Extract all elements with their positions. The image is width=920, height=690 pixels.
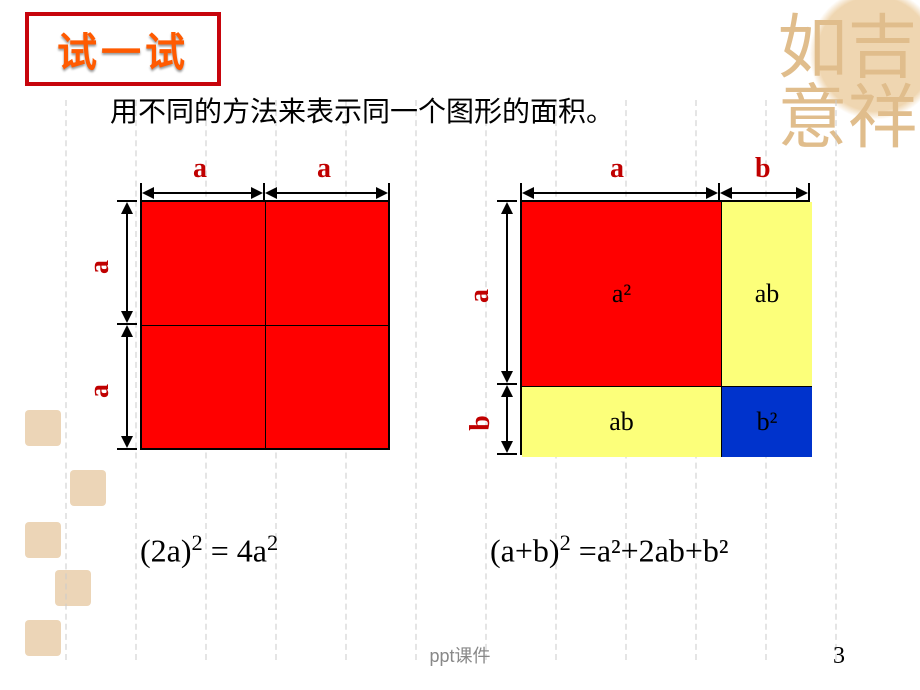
title-box: 试一试: [25, 12, 221, 86]
page-number: 3: [833, 643, 845, 670]
equation-2: (a+b)2 =a²+2ab+b²: [490, 530, 729, 570]
cell-a-squared: a²: [522, 202, 722, 387]
square-aplusb: a² ab ab b²: [520, 200, 810, 455]
dim2-label-a-left: a: [464, 289, 496, 303]
footer-label: ppt课件: [429, 642, 490, 668]
decoration-top-right: 吉祥如意: [770, 0, 920, 180]
dim-label-a1: a: [193, 153, 207, 185]
instruction-text: 用不同的方法来表示同一个图形的面积。: [110, 90, 614, 130]
eq2-lhs-sup: 2: [560, 530, 571, 555]
red-square-2a: [140, 200, 390, 450]
eq1-rhs: 4a: [237, 533, 267, 569]
dim-left-top: [117, 200, 137, 325]
dim-label-a4: a: [84, 384, 116, 398]
eq1-eq: =: [203, 533, 237, 569]
dim2-label-b-top: b: [755, 153, 771, 185]
divider-horizontal: [142, 325, 388, 326]
diagrams-area: a a a a a b a b: [105, 165, 855, 485]
eq1-rhs-sup: 2: [267, 530, 278, 555]
decoration-seal-5: [25, 620, 61, 656]
eq2-eq: =: [571, 533, 597, 569]
eq1-lhs: (2a): [140, 533, 192, 569]
diagram-2a-squared: a a a a: [105, 165, 395, 470]
cell-ab-right: ab: [722, 202, 812, 387]
dim2-label-a-top: a: [610, 153, 624, 185]
dim-left-bottom: [117, 325, 137, 450]
diagram-aplusb-squared: a b a b a² ab ab b²: [485, 165, 820, 470]
eq2-lhs: (a+b): [490, 533, 560, 569]
dim2-left-a: [497, 200, 517, 385]
dim2-label-b-left: b: [465, 415, 497, 431]
decoration-seal-3: [25, 522, 61, 558]
decoration-seal-2: [70, 470, 106, 506]
cell-b-squared: b²: [722, 387, 812, 457]
dim-label-a2: a: [317, 153, 331, 185]
cell-ab-bottom: ab: [522, 387, 722, 457]
dim-label-a3: a: [84, 260, 116, 274]
decoration-seal-4: [55, 570, 91, 606]
eq2-rhs: a²+2ab+b²: [597, 533, 729, 569]
equation-1: (2a)2 = 4a2: [140, 530, 278, 570]
dim2-left-b: [497, 385, 517, 455]
title-text: 试一试: [57, 20, 189, 78]
decoration-seal-1: [25, 410, 61, 446]
eq1-lhs-sup: 2: [192, 530, 203, 555]
